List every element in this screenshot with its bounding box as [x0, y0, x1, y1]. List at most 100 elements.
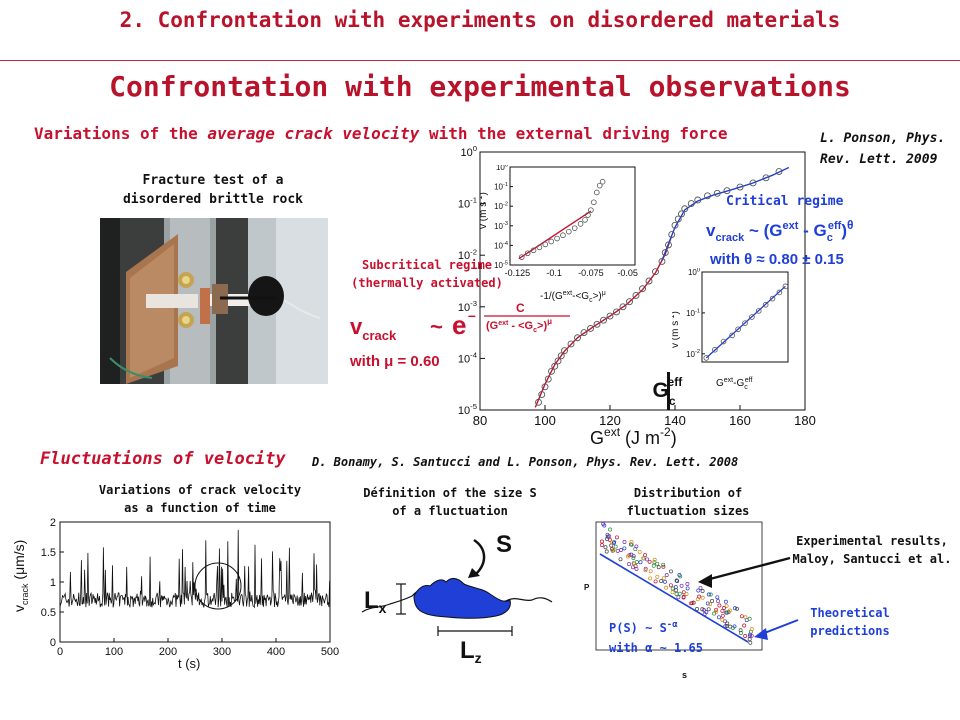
- data-point: [703, 355, 710, 361]
- dist-point: [735, 606, 739, 611]
- data-point: [593, 189, 600, 196]
- data-point: [658, 257, 666, 265]
- y-tick-label: 10-2: [494, 202, 508, 212]
- velocity-time-chart: 0 0.5 1 1.5 2 0 100 200 300 400 500 vcrack (μm/s)…: [11, 517, 339, 671]
- dist-point: [710, 599, 715, 603]
- distribution-caption: Distribution of fluctuation sizes: [588, 484, 788, 520]
- dist-point: [669, 569, 673, 574]
- dist-x-label: s: [682, 670, 687, 680]
- power-law-line-1: P(S) ~ S-α: [609, 620, 678, 635]
- dist-point: [723, 599, 728, 604]
- data-point: [645, 277, 653, 285]
- dist-point: [700, 595, 705, 600]
- s-label: S: [496, 531, 512, 558]
- dist-point: [655, 574, 660, 579]
- dist-point: [679, 583, 684, 588]
- inset-crit-y-ticks: 100 10-1 10-2: [686, 268, 705, 359]
- dist-point: [631, 554, 636, 559]
- data-point: [535, 398, 542, 406]
- critical-formula: vcrack ~ (Gext - Gceff)θ with θ ≈ 0.80 ±…: [706, 218, 854, 268]
- y-tick-label: 2: [50, 517, 56, 529]
- dist-point: [706, 607, 711, 612]
- data-point: [681, 205, 689, 213]
- data-point: [580, 329, 588, 337]
- data-point: [561, 347, 568, 355]
- y-tick-label: 10-5: [494, 260, 508, 270]
- dist-point: [610, 548, 615, 553]
- dist-point: [610, 540, 615, 545]
- theory-line-1: Theoretical: [810, 606, 890, 620]
- main-data-points: [535, 168, 783, 406]
- theory-arrow-head: [754, 628, 768, 640]
- x-tick-label: 160: [729, 413, 751, 428]
- data-point: [639, 285, 646, 293]
- theoretical-predictions-label: Theoretical predictions: [776, 604, 924, 640]
- dist-point: [647, 559, 652, 564]
- vt-x-axis-label: t (s): [178, 656, 200, 671]
- dist-point: [615, 548, 620, 553]
- dist-point: [708, 592, 713, 597]
- subcritical-line-2: (thermally activated): [351, 276, 503, 290]
- x-tick-label: 100: [534, 413, 556, 428]
- reference-bonamy: D. Bonamy, S. Santucci and L. Ponson, Ph…: [312, 455, 739, 469]
- subcritical-fit-line: [534, 235, 673, 408]
- data-point: [762, 174, 770, 182]
- vt-y-ticks: 0 0.5 1 1.5 2: [41, 517, 64, 649]
- main-chart: 100 10-1 10-2 10-3 10-4 10-5 80 100 120 140 160 18…: [458, 144, 816, 448]
- exp-arrow-head: [698, 574, 712, 588]
- theta-value: with θ ≈ 0.80 ± 0.15: [709, 251, 844, 268]
- data-point: [755, 308, 762, 314]
- dist-point: [717, 603, 722, 608]
- data-point: [587, 325, 594, 332]
- data-point: [538, 391, 546, 398]
- dist-point: [697, 594, 702, 599]
- dist-point: [712, 611, 717, 616]
- subtitle-part-a: Variations of the: [34, 124, 208, 143]
- x-tick-label: 300: [213, 646, 231, 658]
- x-tick-label: 100: [105, 646, 123, 658]
- data-point: [585, 212, 591, 218]
- dist-point: [681, 595, 686, 600]
- dist-point: [717, 615, 721, 620]
- dist-point: [715, 595, 720, 600]
- data-point: [713, 189, 721, 197]
- dist-point: [678, 574, 683, 579]
- ref-ponson-line-2: Rev. Lett. 2009: [820, 152, 938, 167]
- data-point: [704, 192, 711, 200]
- inset-crit-y-label: v (m s-1): [672, 311, 681, 348]
- dist-point: [668, 583, 673, 588]
- dist-point: [608, 537, 612, 542]
- sub-formula-v: vcrack: [350, 314, 397, 343]
- subtitle-part-b: average crack velocity: [207, 124, 420, 143]
- dist-point: [655, 561, 660, 566]
- dist-point: [651, 563, 656, 568]
- x-tick-label: 80: [473, 413, 487, 428]
- crit-formula-text: vcrack ~ (Gext - Gceff)θ: [706, 218, 854, 244]
- dist-point: [747, 637, 752, 642]
- y-tick-label: 10-3: [494, 221, 508, 231]
- dist-point: [724, 603, 729, 608]
- data-point: [566, 228, 572, 235]
- dist-point: [619, 548, 623, 552]
- dist-point: [643, 553, 648, 558]
- main-x-axis-label: Gext (J m-2): [590, 425, 677, 448]
- dist-point: [743, 615, 748, 620]
- dist-point: [727, 608, 732, 613]
- dist-point: [648, 569, 653, 574]
- theory-arrow-line: [761, 619, 799, 635]
- fluctuations-title: Fluctuations of velocity: [40, 449, 286, 469]
- data-point: [567, 340, 575, 348]
- dist-point: [632, 561, 637, 566]
- dist-point: [659, 579, 664, 584]
- y-tick-label: 10-1: [458, 196, 477, 211]
- dist-point: [725, 621, 730, 626]
- data-point: [542, 241, 549, 248]
- data-point: [652, 268, 659, 276]
- data-point: [782, 283, 789, 290]
- vt-caption-line-2: as a function of time: [124, 501, 276, 515]
- fracture-test-caption: Fracture test of a disordered brittle ro…: [92, 171, 334, 209]
- data-point: [762, 301, 769, 308]
- dist-point: [676, 595, 681, 600]
- data-point: [551, 362, 559, 370]
- vt-y-axis-label: vcrack (μm/s): [11, 540, 30, 612]
